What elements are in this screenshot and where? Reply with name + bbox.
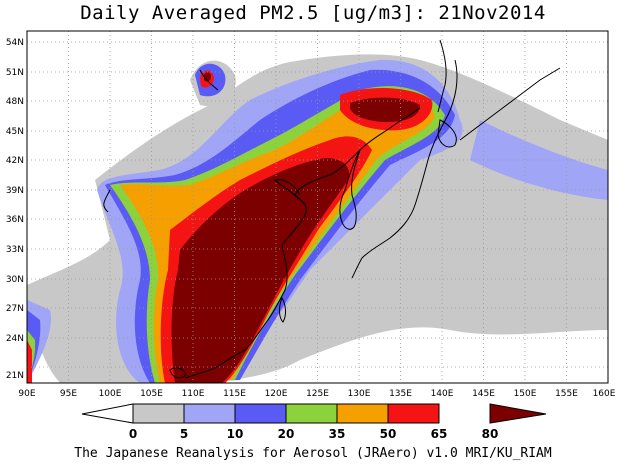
lon-tick: 160E [593,389,616,399]
contour-level-65d [27,340,32,383]
grid-lines [27,31,608,383]
colorbar-label: 10 [227,427,244,441]
lat-tick: 30N [6,275,24,285]
lon-tick: 105E [140,389,163,399]
lon-tick: 90E [18,389,35,399]
coastline-korea [339,149,361,230]
coastlines [103,39,561,379]
colorbar-box [234,403,287,424]
lon-tick: 100E [99,389,122,399]
coastline-china [103,107,421,379]
colorbar-label: 65 [431,427,448,441]
footer-credit: The Japanese Reanalysis for Aerosol (JRA… [74,446,552,461]
lat-tick: 54N [6,38,24,48]
lon-tick: 135E [389,389,412,399]
coastline-sakhalin [437,39,447,113]
colorbar-box [336,403,389,424]
lat-tick: 21N [6,371,24,381]
colorbar-label: 5 [180,427,188,441]
coastline-hokkaido [437,119,457,148]
coastline-japan [351,59,458,279]
lon-tick: 130E [348,389,371,399]
lon-tick: 150E [514,389,537,399]
contour-level-80 [171,158,350,383]
lon-axis: 90E 95E 100E 105E 110E 115E 120E 125E 13… [18,389,615,399]
colorbar-label: 50 [380,427,397,441]
lon-tick: 145E [472,389,495,399]
colorbar-label: 20 [278,427,295,441]
colorbar-box [285,403,338,424]
lat-tick: 27N [6,304,24,314]
coastline-taiwan [279,296,286,323]
lon-tick: 115E [223,389,246,399]
colorbar-low-arrow [81,403,134,424]
lat-tick: 39N [6,186,24,196]
lat-tick: 42N [6,156,24,166]
lat-tick: 48N [6,97,24,107]
colorbar: 0 5 10 20 35 50 65 80 [81,403,547,441]
lat-tick: 33N [6,245,24,255]
lat-tick: 51N [6,68,24,78]
colorbar-label: 0 [129,427,137,441]
lat-tick: 45N [6,127,24,137]
colorbar-box [183,403,236,424]
colorbar-box [387,403,440,424]
coastline-bohai [273,179,301,201]
lon-tick: 95E [60,389,77,399]
lon-tick: 110E [182,389,205,399]
colorbar-label: 80 [482,427,499,441]
map-title: Daily Averaged PM2.5 [ug/m3]: 21Nov2014 [80,2,546,24]
lon-tick: 125E [306,389,329,399]
lon-tick: 155E [555,389,578,399]
coastline-kuril [459,67,561,141]
map-frame [26,30,609,384]
lon-tick: 140E [431,389,454,399]
contour-level-80b [350,97,420,122]
colorbar-box [132,403,185,424]
colorbar-label: 35 [329,427,346,441]
lat-tick: 36N [6,215,24,225]
colorbar-high-arrow [489,403,547,424]
lat-tick: 24N [6,334,24,344]
coastline-hainan [169,367,187,379]
coastline-baikal [199,69,219,91]
lon-tick: 120E [265,389,288,399]
lat-axis: 54N 51N 48N 45N 42N 39N 36N 33N 30N 27N … [6,38,24,381]
